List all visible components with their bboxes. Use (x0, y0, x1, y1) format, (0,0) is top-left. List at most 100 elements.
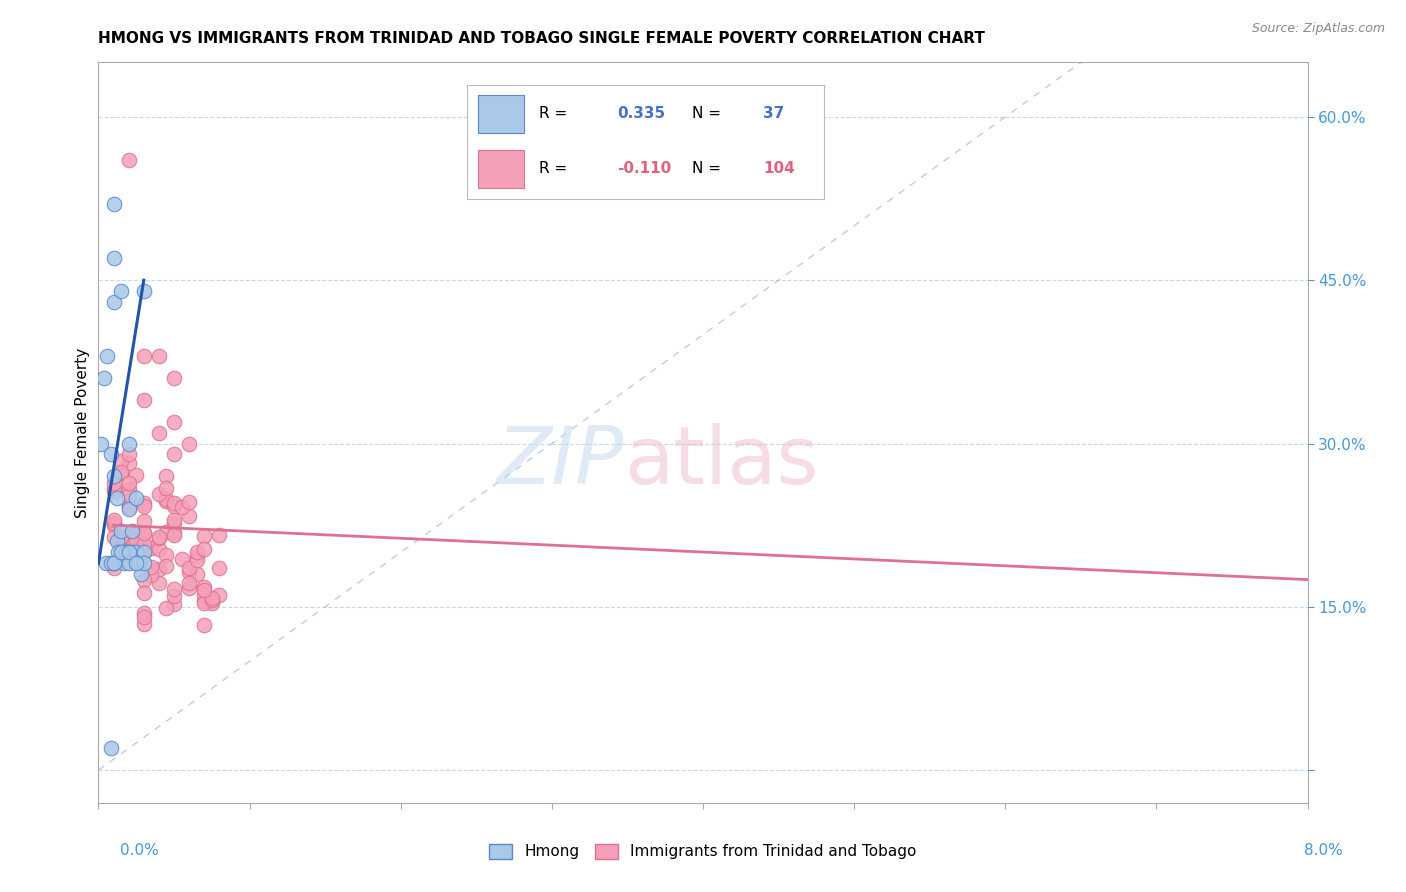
Point (118, 476, 141, 491)
Point (148, 487, 170, 501)
Point (163, 415, 186, 429)
Point (122, 545, 145, 559)
Point (103, 530, 125, 544)
Point (110, 530, 132, 544)
Point (129, 567, 152, 582)
Point (193, 594, 215, 608)
Text: HMONG VS IMMIGRANTS FROM TRINIDAD AND TOBAGO SINGLE FEMALE POVERTY CORRELATION C: HMONG VS IMMIGRANTS FROM TRINIDAD AND TO… (98, 31, 986, 46)
Point (179, 508, 201, 523)
Point (118, 500, 141, 515)
Point (163, 513, 186, 527)
Point (163, 589, 186, 603)
Point (148, 562, 170, 576)
Point (132, 499, 155, 513)
Point (103, 197, 125, 211)
Point (100, 741, 122, 756)
Point (170, 500, 193, 514)
Point (112, 556, 135, 570)
Point (125, 545, 148, 559)
Point (132, 610, 155, 624)
Point (110, 284, 132, 298)
Point (163, 447, 186, 461)
Point (155, 491, 177, 506)
Point (193, 580, 215, 594)
Point (132, 545, 155, 559)
Point (103, 516, 125, 531)
Point (132, 617, 155, 632)
Point (118, 553, 141, 567)
Point (105, 534, 128, 549)
Point (103, 556, 125, 570)
Point (118, 153, 141, 168)
Point (201, 596, 224, 610)
Point (110, 535, 132, 549)
Point (103, 475, 125, 490)
Point (163, 499, 186, 513)
Point (118, 447, 141, 461)
Point (148, 542, 170, 557)
Point (193, 617, 215, 632)
Point (155, 494, 177, 508)
Point (110, 466, 132, 480)
Point (163, 516, 186, 530)
Point (155, 481, 177, 495)
Point (118, 545, 141, 559)
Point (121, 524, 143, 538)
Point (132, 350, 155, 364)
Text: atlas: atlas (624, 423, 818, 501)
Point (132, 526, 155, 541)
Point (179, 494, 201, 508)
Point (118, 436, 141, 450)
Point (132, 525, 155, 540)
Point (125, 467, 148, 482)
Text: 0.0%: 0.0% (120, 843, 159, 858)
Point (118, 542, 141, 557)
Point (105, 491, 128, 505)
Point (201, 591, 224, 605)
Point (107, 545, 129, 559)
Point (127, 556, 149, 570)
Point (118, 500, 141, 514)
Text: Source: ZipAtlas.com: Source: ZipAtlas.com (1251, 22, 1385, 36)
Point (179, 436, 201, 450)
Point (125, 533, 148, 548)
Point (125, 528, 148, 542)
Point (114, 545, 136, 559)
Point (103, 481, 125, 495)
Point (132, 606, 155, 620)
Point (132, 537, 155, 551)
Text: ZIP: ZIP (498, 423, 624, 501)
Point (118, 555, 141, 569)
Point (118, 556, 141, 570)
Point (148, 529, 170, 543)
Point (132, 392, 155, 407)
Point (155, 559, 177, 574)
Point (163, 527, 186, 541)
Point (141, 541, 163, 555)
Point (132, 538, 155, 552)
Point (94, 556, 117, 570)
Point (118, 530, 141, 544)
Y-axis label: Single Female Poverty: Single Female Poverty (75, 348, 90, 517)
Point (103, 556, 125, 570)
Point (193, 596, 215, 610)
Point (155, 601, 177, 615)
Point (118, 501, 141, 516)
Point (186, 553, 208, 567)
Point (103, 483, 125, 498)
Point (193, 529, 215, 543)
Point (193, 541, 215, 556)
Point (125, 556, 148, 570)
Point (103, 252, 125, 266)
Point (186, 549, 208, 564)
Point (100, 556, 122, 570)
Point (141, 560, 163, 574)
Point (118, 482, 141, 496)
Point (201, 592, 224, 607)
Point (155, 525, 177, 540)
Point (155, 548, 177, 562)
Point (163, 582, 186, 597)
Point (103, 514, 125, 528)
Point (141, 567, 163, 582)
Point (110, 524, 132, 538)
